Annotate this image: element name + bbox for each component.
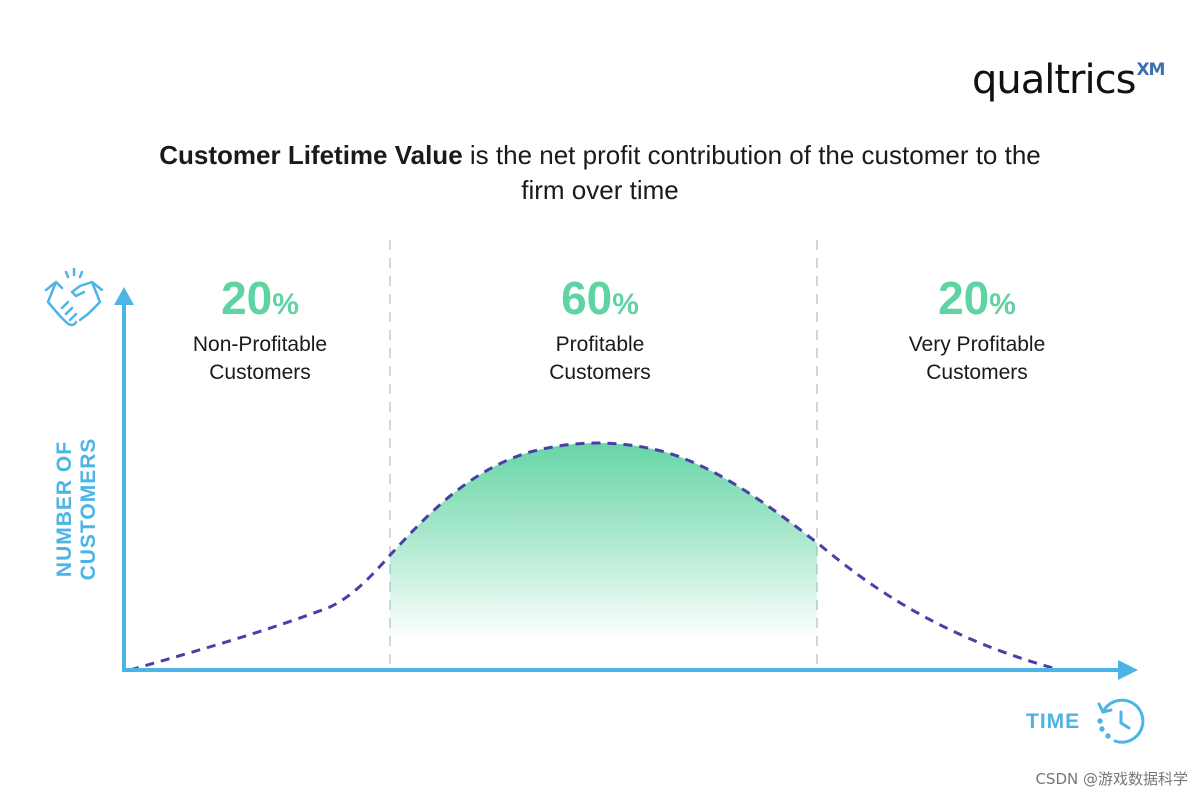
headline-definition: is the net profit contribution of the cu… (462, 140, 1041, 205)
segment-label: Very Profitable Customers (908, 333, 1046, 384)
handshake-icon (44, 267, 104, 327)
segment-very-profitable: 20% Very Profitable Customers (847, 272, 1107, 387)
logo-wordmark: qualtrics (972, 57, 1136, 103)
profitable-area-fill (390, 443, 817, 640)
segment-percent: 20% (130, 272, 390, 331)
percent-value: 60 (561, 272, 613, 324)
qualtrics-logo: qualtricsXM (972, 52, 1165, 112)
x-axis-label: TIME (1026, 710, 1081, 733)
logo-xm-badge: XM (1136, 60, 1165, 80)
segment-non-profitable: 20% Non-Profitable Customers (130, 272, 390, 387)
percent-sign: % (272, 288, 299, 321)
segment-label: Non-Profitable Customers (192, 333, 328, 384)
percent-sign: % (989, 288, 1016, 321)
percent-sign: % (612, 288, 639, 321)
headline: Customer Lifetime Value is the net profi… (150, 138, 1050, 208)
segment-percent: 20% (847, 272, 1107, 331)
segment-percent: 60% (470, 272, 730, 331)
y-axis-label: NUMBER OF CUSTOMERS (53, 437, 100, 581)
segment-profitable: 60% Profitable Customers (470, 272, 730, 387)
segment-label: Profitable Customers (549, 333, 651, 384)
customer-distribution-curve (129, 441, 1061, 672)
x-axis-arrowhead (1118, 660, 1138, 680)
headline-bold-term: Customer Lifetime Value (159, 140, 463, 170)
y-axis-arrowhead (114, 287, 134, 305)
watermark: CSDN @游戏数据科学 (1035, 770, 1188, 788)
percent-value: 20 (938, 272, 990, 324)
percent-value: 20 (221, 272, 273, 324)
clock-icon (1097, 698, 1145, 744)
